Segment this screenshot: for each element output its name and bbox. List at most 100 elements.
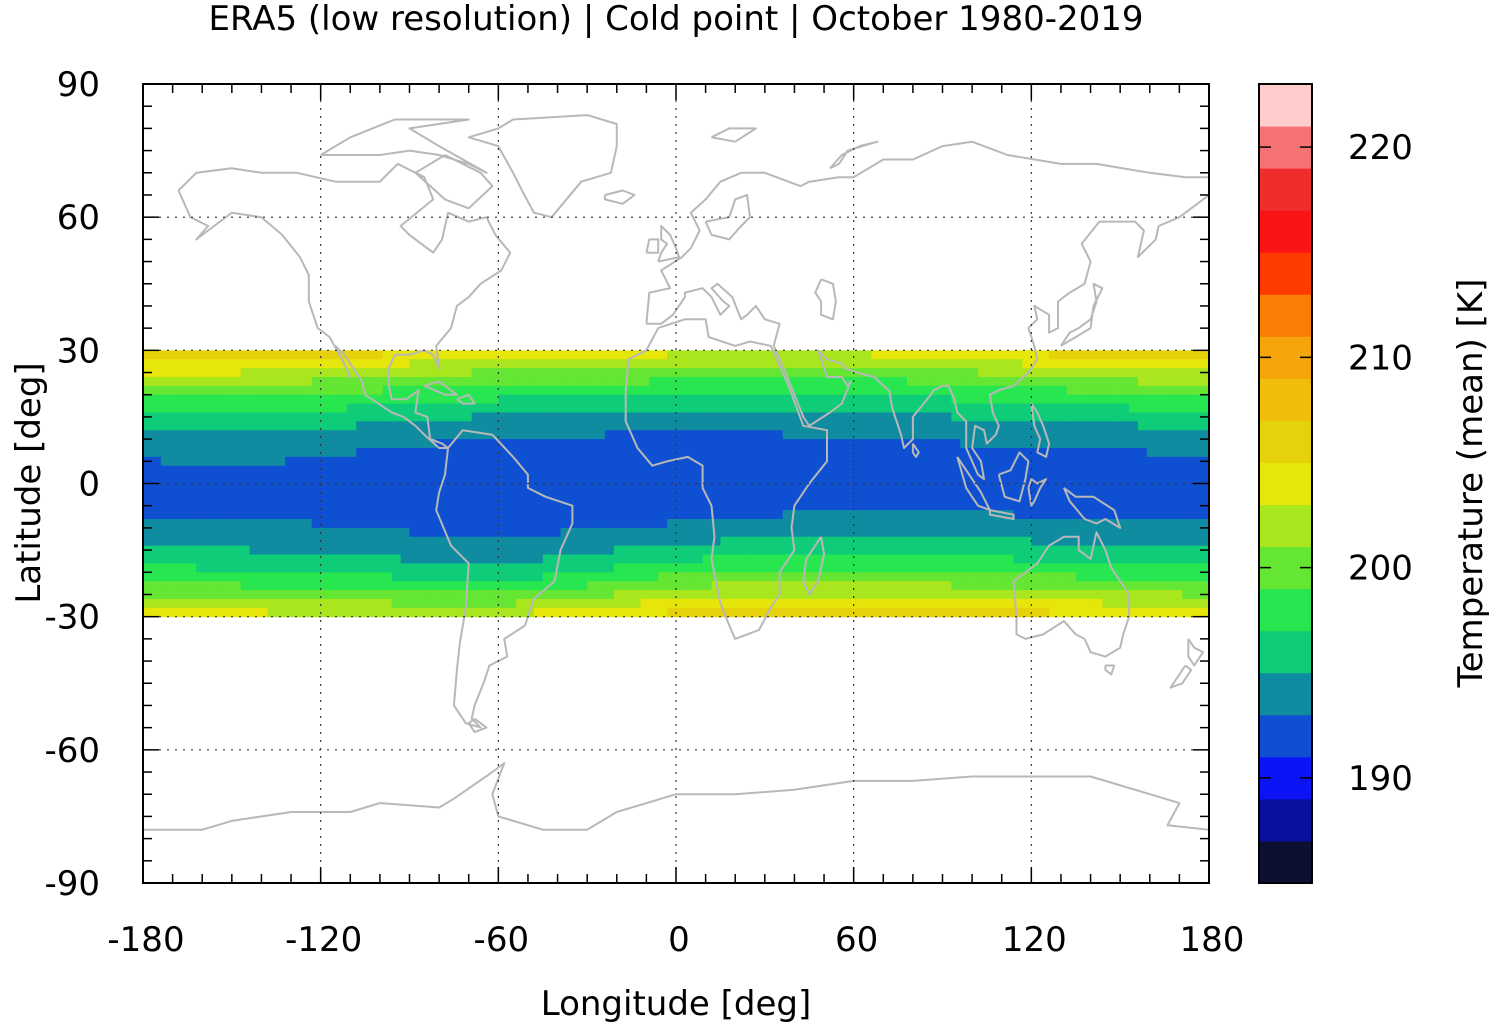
field-cell (356, 519, 366, 529)
field-cell (1200, 572, 1210, 582)
field-cell (1155, 492, 1166, 502)
field-cell (853, 519, 864, 529)
field-cell (924, 439, 935, 449)
field-cell (1049, 483, 1059, 493)
field-cell (1102, 563, 1112, 573)
field-cell (524, 581, 535, 591)
field-cell (320, 456, 331, 467)
field-cell (373, 563, 384, 573)
field-cell (507, 359, 517, 369)
field-cell (631, 572, 642, 582)
field-cell (844, 430, 855, 440)
field-cell (738, 590, 748, 600)
field-cell (240, 403, 251, 414)
field-cell (1075, 519, 1086, 529)
field-cell (658, 474, 668, 485)
field-cell (1049, 430, 1059, 440)
field-cell (436, 447, 446, 458)
field-cell (604, 607, 615, 618)
field-cell (1004, 545, 1015, 556)
field-cell (1075, 430, 1086, 440)
field-cell (178, 483, 189, 493)
field-cell (889, 403, 899, 414)
field-cell (658, 607, 668, 618)
field-cell (871, 492, 881, 502)
field-cell (1022, 598, 1032, 609)
field-cell (1164, 572, 1175, 582)
field-cell (542, 545, 553, 556)
field-cell (596, 403, 606, 414)
field-cell (640, 536, 650, 547)
field-cell (400, 545, 411, 556)
field-cell (1146, 465, 1157, 476)
field-cell (285, 590, 295, 600)
field-cell (1031, 510, 1041, 520)
field-cell (951, 376, 961, 387)
field-cell (827, 465, 837, 476)
field-cell (462, 359, 473, 369)
field-cell (622, 456, 633, 467)
field-cell (702, 527, 713, 538)
field-cell (1013, 421, 1024, 431)
field-cell (578, 412, 588, 422)
field-cell (862, 350, 873, 360)
field-cell (214, 536, 224, 547)
field-cell (791, 412, 801, 422)
field-cell (604, 385, 615, 396)
field-cell (347, 412, 357, 422)
field-cell (871, 359, 881, 369)
field-cell (667, 554, 677, 564)
field-cell (276, 545, 286, 556)
field-cell (800, 527, 810, 538)
field-cell (1129, 590, 1139, 600)
field-cell (1066, 447, 1077, 458)
field-cell (320, 554, 331, 564)
field-cell (311, 536, 322, 547)
field-cell (862, 519, 873, 529)
field-cell (524, 501, 535, 511)
field-cell (356, 510, 366, 520)
field-cell (311, 376, 322, 387)
field-cell (1146, 483, 1157, 493)
field-cell (480, 545, 491, 556)
field-cell (596, 359, 606, 369)
field-cell (693, 376, 704, 387)
field-cell (1102, 492, 1112, 502)
field-cell (169, 474, 180, 485)
field-cell (800, 376, 810, 387)
field-cell (1164, 376, 1175, 387)
field-cell (1137, 359, 1148, 369)
field-cell (507, 430, 517, 440)
field-cell (400, 430, 411, 440)
field-cell (711, 536, 722, 547)
field-cell (711, 447, 722, 458)
y-tick-label: 0 (78, 465, 100, 505)
field-cell (853, 501, 864, 511)
field-cell (667, 474, 677, 485)
field-cell (1200, 447, 1210, 458)
field-cell (551, 474, 562, 485)
coastline (435, 429, 574, 729)
field-cell (809, 359, 819, 369)
field-cell (178, 554, 189, 564)
field-cell (791, 607, 801, 618)
field-cell (755, 439, 766, 449)
field-cell (1004, 350, 1015, 360)
field-cell (1084, 350, 1095, 360)
field-cell (640, 474, 650, 485)
field-cell (436, 385, 446, 396)
field-cell (818, 385, 828, 396)
field-cell (258, 590, 268, 600)
field-cell (418, 350, 428, 360)
field-cell (1093, 474, 1103, 485)
field-cell (1022, 350, 1032, 360)
field-cell (596, 421, 606, 431)
field-cell (462, 598, 473, 609)
field-cell (338, 545, 348, 556)
field-cell (445, 590, 455, 600)
field-cell (409, 492, 419, 502)
field-cell (267, 368, 277, 378)
field-cell (720, 394, 730, 405)
field-cell (604, 474, 615, 485)
temperature-field (143, 350, 1210, 618)
